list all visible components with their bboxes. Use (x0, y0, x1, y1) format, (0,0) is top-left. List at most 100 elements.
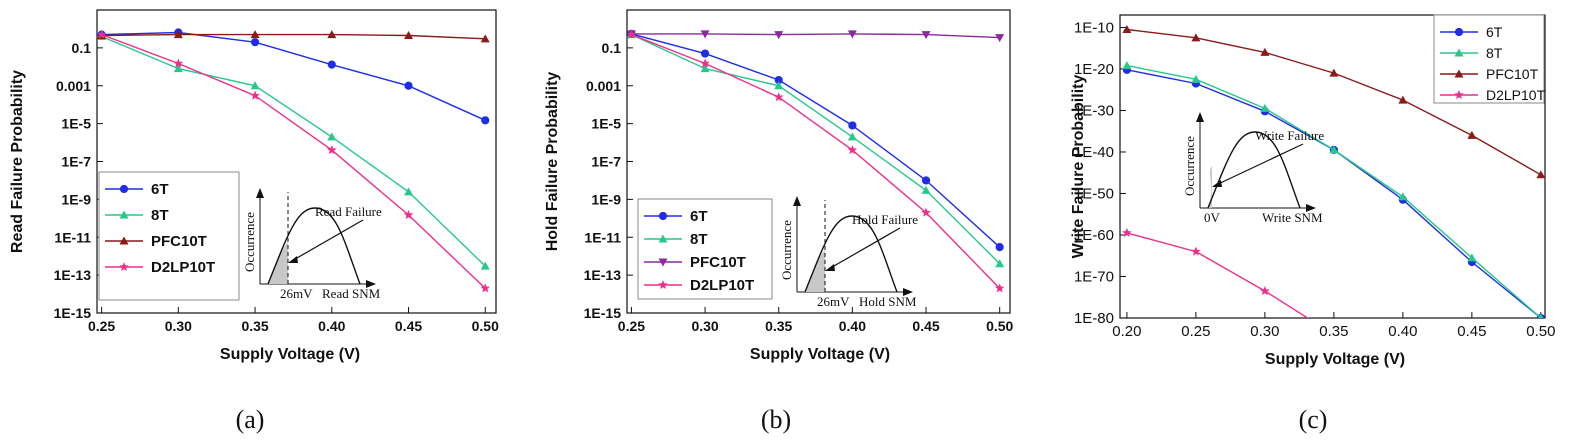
data-point-8T (404, 187, 414, 196)
x-tick-label: 0.30 (165, 318, 192, 334)
data-point-PFC10T (995, 34, 1005, 43)
legend-label: 6T (151, 181, 169, 198)
inset-annotation-arrowhead (825, 264, 835, 271)
y-tick-label: 0.1 (602, 40, 622, 56)
legend-swatch-marker (119, 236, 129, 245)
y-tick-label: 1E-70 (1074, 268, 1114, 285)
legend-label: 6T (690, 208, 708, 225)
data-point-D2LP10T (1122, 227, 1132, 237)
legend: 6T 8T PFC10T D2LP10T (1433, 14, 1546, 104)
y-axis-label: Write Failure Probability (1070, 75, 1087, 259)
y-tick-label: 1E-30 (1074, 102, 1114, 119)
legend-swatch-marker (658, 234, 668, 243)
x-tick-label: 0.40 (839, 318, 866, 334)
data-point-D2LP10T (250, 90, 260, 100)
inset-annotation-arrowhead (288, 256, 298, 263)
series-line-8T (101, 35, 486, 267)
inset-annotation: Read Failure (315, 204, 382, 219)
inset-annotation-arrow (289, 219, 364, 263)
series-line-PFC10T (101, 33, 486, 40)
legend-label: PFC10T (151, 233, 207, 250)
x-tick-label: 0.50 (986, 318, 1013, 334)
data-layer (627, 29, 1005, 293)
data-point-D2LP10T (627, 29, 637, 39)
plot-frame (1119, 14, 1546, 319)
y-axis-label: Hold Failure Probability (544, 72, 561, 252)
inset-x-arrow (366, 280, 376, 288)
data-point-D2LP10T (1260, 286, 1270, 296)
x-tick-label: 0.45 (912, 318, 939, 334)
data-point-8T (1191, 74, 1201, 83)
data-point-D2LP10T (403, 210, 414, 219)
inset-annotation: Hold Failure (852, 212, 918, 227)
legend-swatch-marker (119, 262, 129, 271)
legend-box (98, 171, 240, 301)
y-axis-label: Read Failure Probability (9, 70, 26, 253)
inset-y-arrow (793, 196, 801, 206)
y-tick-label: 1E-50 (1074, 185, 1114, 202)
legend-label: 8T (1486, 45, 1503, 61)
inset-annotation-arrowhead (1212, 180, 1222, 187)
x-tick-label: 0.35 (241, 318, 268, 334)
data-point-8T (327, 132, 337, 141)
data-point-6T (995, 243, 1004, 252)
x-axis-label: Supply Voltage (V) (1265, 351, 1405, 368)
data-point-D2LP10T (921, 207, 931, 217)
data-point-PFC10T (847, 30, 857, 39)
data-point-8T (1467, 253, 1477, 262)
series-line-D2LP10T (631, 33, 1001, 289)
inset-distribution-curve (267, 207, 361, 285)
legend-label: 8T (690, 231, 708, 248)
y-tick-label: 1E-20 (1074, 61, 1114, 78)
x-tick-label: 0.25 (88, 318, 115, 334)
x-tick-label: 0.35 (1319, 323, 1348, 340)
legend-swatch-marker (119, 210, 129, 219)
inset-annotation-arrow (1213, 143, 1304, 187)
series-line-D2LP10T (1126, 232, 1309, 318)
data-point-PFC10T (327, 30, 337, 39)
series-line-6T (631, 33, 1001, 248)
data-point-D2LP10T (774, 92, 784, 102)
y-tick-label: 1E-11 (54, 229, 91, 245)
inset-ylabel: Occurrence (1182, 136, 1197, 196)
data-point-PFC10T (173, 30, 183, 39)
data-point-6T (250, 38, 260, 47)
y-tick-label: 1E-7 (591, 154, 621, 170)
data-point-PFC10T (1329, 68, 1339, 77)
data-point-6T (481, 116, 490, 125)
y-tick-label: 1E-13 (584, 267, 622, 283)
y-tick-label: 1E-60 (1074, 227, 1114, 244)
inset-x-arrow (903, 288, 913, 296)
data-point-D2LP10T (1191, 246, 1201, 256)
inset-ylabel: Occurrence (779, 220, 794, 280)
x-tick-label: 0.45 (395, 318, 422, 334)
data-point-D2LP10T (173, 58, 184, 68)
legend-label: D2LP10T (690, 277, 754, 294)
chart-panel-1: 0.1 0.001 1E-5 1E-7 1E-9 1E-11 1E-13 1E-150.25 0… (9, 9, 499, 434)
legend-swatch-marker (119, 184, 129, 194)
legend-label: 8T (151, 207, 169, 224)
data-point-PFC10T (1398, 95, 1408, 104)
y-tick-label: 1E-11 (584, 229, 621, 245)
panel-caption: (a) (236, 405, 265, 434)
data-point-D2LP10T (327, 145, 337, 155)
x-tick-label: 0.50 (472, 318, 499, 334)
data-point-8T (847, 132, 857, 141)
x-tick-label: 0.25 (618, 318, 645, 334)
data-point-8T (1329, 145, 1339, 154)
x-tick-label: 0.20 (1112, 323, 1141, 340)
y-tick-label: 1E-13 (54, 267, 92, 283)
y-tick-label: 0.001 (586, 78, 621, 94)
legend-swatch-marker (1454, 48, 1464, 57)
y-tick-label: 0.1 (72, 40, 92, 56)
inset-threshold-label: 26mV (817, 294, 850, 309)
y-tick-label: 1E-7 (61, 154, 91, 170)
data-point-6T (404, 81, 413, 90)
inset-xlabel: Write SNM (1262, 210, 1323, 225)
y-tick-label: 1E-9 (591, 191, 621, 207)
data-point-PFC10T (1467, 130, 1477, 139)
data-point-PFC10T (250, 30, 260, 39)
legend-swatch-marker (658, 258, 668, 267)
y-tick-label: 1E-5 (61, 116, 91, 132)
inset-annotation-arrow (826, 227, 901, 271)
